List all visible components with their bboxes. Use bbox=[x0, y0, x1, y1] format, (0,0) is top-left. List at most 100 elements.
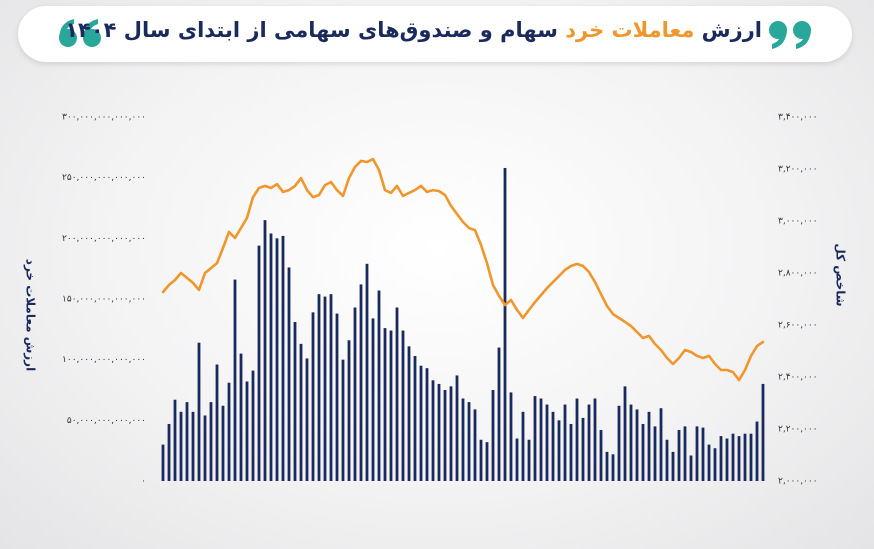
bar bbox=[161, 444, 165, 481]
bar bbox=[455, 375, 459, 481]
bar bbox=[611, 454, 615, 481]
bar bbox=[491, 390, 495, 481]
y-tick-label: ۲۰۰,۰۰۰,۰۰۰,۰۰۰,۰۰۰ bbox=[62, 234, 146, 244]
header: ارزش معاملات خرد سهام و صندوق‌های سهامی … bbox=[18, 6, 852, 62]
bar bbox=[599, 430, 603, 481]
bar bbox=[569, 423, 573, 481]
y2-tick-label: ۲,۴۰۰,۰۰۰ bbox=[778, 373, 818, 383]
y-tick-label: ۵۰,۰۰۰,۰۰۰,۰۰۰,۰۰۰ bbox=[67, 416, 146, 426]
bar bbox=[203, 415, 207, 481]
title-highlight: معاملات خرد bbox=[565, 18, 695, 42]
bar bbox=[617, 405, 621, 481]
bar bbox=[221, 405, 225, 481]
bar bbox=[551, 411, 555, 481]
bar bbox=[581, 417, 585, 481]
bar bbox=[479, 439, 483, 481]
y2-axis-title: شاخص کل bbox=[834, 243, 848, 306]
quote-left bbox=[59, 19, 101, 47]
bar bbox=[647, 411, 651, 481]
bar bbox=[293, 322, 297, 481]
bar bbox=[443, 390, 447, 481]
y2-tick-label: ۲,۶۰۰,۰۰۰ bbox=[778, 321, 818, 331]
bar bbox=[497, 347, 501, 481]
bar bbox=[449, 386, 453, 481]
bar bbox=[575, 398, 579, 481]
title: ارزش معاملات خرد سهام و صندوق‌های سهامی … bbox=[65, 18, 762, 42]
bar bbox=[251, 370, 255, 481]
bar bbox=[431, 380, 435, 481]
y-tick-label: ۱۰۰,۰۰۰,۰۰۰,۰۰۰,۰۰۰ bbox=[62, 355, 146, 365]
bar bbox=[557, 420, 561, 481]
bar bbox=[233, 279, 237, 481]
quote-right bbox=[769, 21, 811, 49]
bar bbox=[401, 330, 405, 481]
bar bbox=[671, 451, 675, 481]
bar bbox=[215, 364, 219, 481]
y2-tick-label: ۳,۰۰۰,۰۰۰ bbox=[778, 217, 818, 227]
title-end: سهام و صندوق‌های سهامی از ابتدای سال ۱۴۰… bbox=[65, 18, 558, 42]
bar bbox=[317, 294, 321, 481]
bar bbox=[311, 312, 315, 481]
bar bbox=[665, 439, 669, 481]
bar bbox=[269, 233, 273, 481]
y2-tick-label: ۲,۰۰۰,۰۰۰ bbox=[778, 477, 818, 487]
bar bbox=[659, 408, 663, 481]
bar bbox=[419, 365, 423, 481]
bar bbox=[461, 398, 465, 481]
bar bbox=[755, 421, 759, 481]
y-tick-label: ۱۵۰,۰۰۰,۰۰۰,۰۰۰,۰۰۰ bbox=[62, 295, 146, 305]
bar bbox=[395, 307, 399, 481]
bar bbox=[245, 381, 249, 481]
bar bbox=[713, 448, 717, 481]
bar bbox=[737, 436, 741, 481]
bar bbox=[683, 426, 687, 481]
y2-tick-label: ۲,۲۰۰,۰۰۰ bbox=[778, 425, 818, 435]
bar bbox=[515, 438, 519, 481]
bar bbox=[227, 382, 231, 481]
bar bbox=[761, 383, 765, 481]
y2-tick-label: ۲,۸۰۰,۰۰۰ bbox=[778, 269, 818, 279]
bar bbox=[179, 411, 183, 481]
bar bbox=[587, 404, 591, 481]
bar bbox=[749, 433, 753, 481]
bar bbox=[701, 427, 705, 481]
y-tick-label: ۰ bbox=[141, 477, 146, 487]
bar bbox=[731, 433, 735, 481]
bar bbox=[563, 404, 567, 481]
y2-tick-label: ۳,۲۰۰,۰۰۰ bbox=[778, 165, 818, 175]
bar bbox=[677, 430, 681, 481]
bar bbox=[257, 245, 261, 481]
bar bbox=[383, 328, 387, 481]
line bbox=[161, 157, 765, 382]
bar bbox=[185, 402, 189, 481]
bar bbox=[347, 340, 351, 481]
bar bbox=[467, 402, 471, 481]
bar bbox=[695, 426, 699, 481]
bar bbox=[209, 402, 213, 481]
bar bbox=[593, 398, 597, 481]
bar bbox=[725, 438, 729, 481]
bar bbox=[263, 220, 267, 481]
bar bbox=[281, 235, 285, 481]
bar bbox=[407, 346, 411, 481]
bar bbox=[527, 439, 531, 481]
bar bbox=[377, 290, 381, 481]
bar bbox=[635, 409, 639, 481]
bar bbox=[287, 267, 291, 481]
quote-marks bbox=[59, 19, 811, 49]
bar bbox=[425, 368, 429, 481]
bar bbox=[389, 330, 393, 481]
bar bbox=[485, 442, 489, 481]
bar bbox=[473, 409, 477, 481]
y-tick-label: ۳۰۰,۰۰۰,۰۰۰,۰۰۰,۰۰۰ bbox=[62, 113, 146, 123]
bar bbox=[629, 404, 633, 481]
bar bbox=[509, 392, 513, 481]
bar bbox=[503, 167, 507, 481]
bar bbox=[689, 455, 693, 481]
bar bbox=[305, 358, 309, 481]
y-axis-title: ارزش معاملات خرد bbox=[24, 259, 38, 371]
bar bbox=[173, 399, 177, 481]
y-tick-label: ۲۵۰,۰۰۰,۰۰۰,۰۰۰,۰۰۰ bbox=[62, 173, 146, 183]
